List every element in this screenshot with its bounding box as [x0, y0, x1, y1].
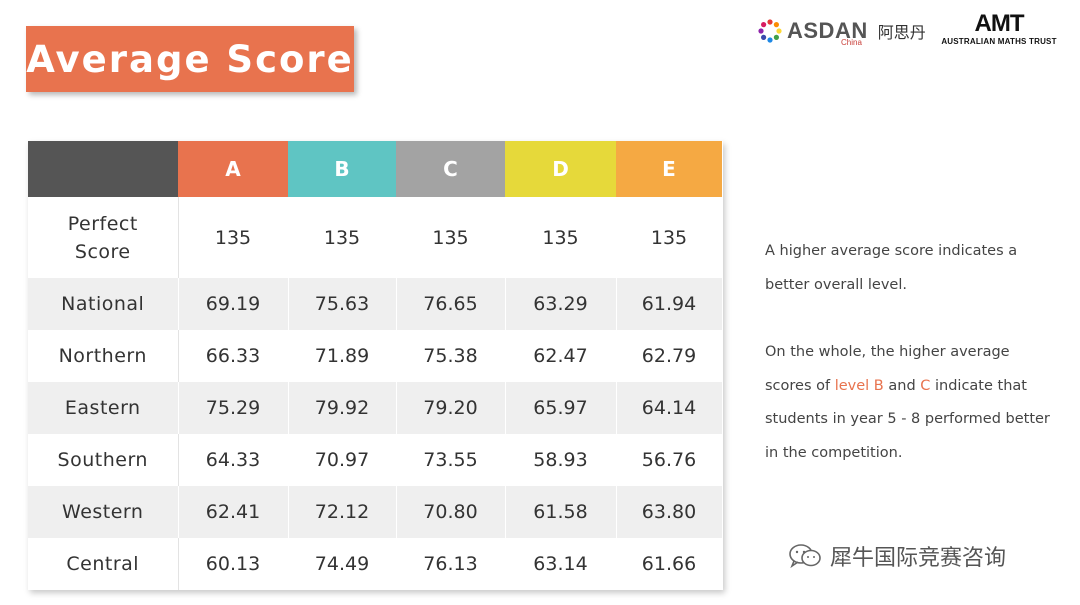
table-cell: 64.33	[178, 434, 289, 486]
asdan-wordmark: ASDAN	[787, 18, 868, 43]
table-row: National 69.19 75.63 76.65 63.29 61.94	[28, 278, 723, 330]
amt-logo: AMT AUSTRALIAN MATHS TRUST	[932, 10, 1066, 47]
pinwheel-icon	[758, 19, 782, 43]
table-cell: 79.20	[396, 382, 506, 434]
note-text: On the whole, the higher average scores …	[765, 344, 1010, 394]
average-score-table: A B C D E Perfect Score 135 135 135 135 …	[28, 141, 723, 590]
table-cell: 71.89	[288, 330, 397, 382]
table-cell: 69.19	[178, 278, 289, 330]
column-header-e: E	[616, 141, 722, 197]
note-text: indicate that students in year 5 - 8 per…	[765, 377, 1050, 461]
table-row: Northern 66.33 71.89 75.38 62.47 62.79	[28, 330, 723, 382]
table-cell: 63.80	[616, 486, 723, 538]
table-row: Eastern 75.29 79.92 79.20 65.97 64.14	[28, 382, 723, 434]
table-cell: 76.65	[396, 278, 506, 330]
column-header-c: C	[396, 141, 505, 197]
header-corner	[28, 141, 178, 197]
highlight-level-b: level B	[834, 377, 884, 394]
table-row: Southern 64.33 70.97 73.55 58.93 56.76	[28, 434, 723, 486]
table-cell: 73.55	[396, 434, 506, 486]
table-cell: 72.12	[288, 486, 397, 538]
watermark-text: 犀牛国际竞赛咨询	[830, 546, 1007, 571]
table-cell: 58.93	[505, 434, 617, 486]
wechat-icon	[789, 544, 821, 569]
table-cell: 62.79	[616, 330, 723, 382]
table-row: Perfect Score 135 135 135 135 135	[28, 197, 723, 278]
note-paragraph-1: A higher average score indicates a bette…	[765, 243, 1018, 293]
row-label: Northern	[28, 330, 179, 382]
amt-full-name: AUSTRALIAN MATHS TRUST	[941, 37, 1057, 46]
row-label: Perfect Score	[28, 197, 179, 278]
highlight-level-c: C	[920, 377, 931, 394]
row-label: Eastern	[28, 382, 179, 434]
column-header-b: B	[288, 141, 396, 197]
table-cell: 135	[616, 197, 723, 278]
asdan-sub: China	[841, 38, 862, 47]
table-header-row: A B C D E	[28, 141, 722, 197]
table-cell: 63.14	[505, 538, 617, 590]
table-cell: 135	[178, 197, 289, 278]
row-label: Southern	[28, 434, 179, 486]
table-cell: 79.92	[288, 382, 397, 434]
note-text: and	[883, 377, 921, 394]
table-cell: 75.38	[396, 330, 506, 382]
side-note: A higher average score indicates a bette…	[765, 235, 1055, 470]
table-cell: 62.41	[178, 486, 289, 538]
amt-mark: AMT	[974, 10, 1025, 37]
table-cell: 62.47	[505, 330, 617, 382]
asdan-logo: ASDAN China 阿思丹	[757, 14, 926, 48]
table-cell: 74.49	[288, 538, 397, 590]
table-cell: 135	[505, 197, 617, 278]
note-paragraph-2: On the whole, the higher average scores …	[765, 336, 1055, 470]
table-cell: 75.29	[178, 382, 289, 434]
watermark: 犀牛国际竞赛咨询	[788, 540, 1006, 572]
table-cell: 61.66	[616, 538, 723, 590]
table-cell: 76.13	[396, 538, 506, 590]
table-cell: 63.29	[505, 278, 617, 330]
table-cell: 66.33	[178, 330, 289, 382]
column-header-a: A	[178, 141, 288, 197]
row-label: National	[28, 278, 179, 330]
row-label: Central	[28, 538, 179, 590]
column-header-d: D	[505, 141, 616, 197]
asdan-chinese-name: 阿思丹	[877, 23, 926, 42]
table-cell: 61.58	[505, 486, 617, 538]
table-cell: 75.63	[288, 278, 397, 330]
table-cell: 64.14	[616, 382, 723, 434]
title-banner: Average Score	[26, 26, 354, 92]
row-label: Western	[28, 486, 179, 538]
table-cell: 70.97	[288, 434, 397, 486]
page-title: Average Score	[26, 37, 354, 81]
table-cell: 56.76	[616, 434, 723, 486]
table-cell: 61.94	[616, 278, 723, 330]
table-cell: 135	[396, 197, 506, 278]
table-row: Western 62.41 72.12 70.80 61.58 63.80	[28, 486, 723, 538]
table-row: Central 60.13 74.49 76.13 63.14 61.66	[28, 538, 723, 590]
table-cell: 70.80	[396, 486, 506, 538]
table-cell: 135	[288, 197, 397, 278]
table-cell: 60.13	[178, 538, 289, 590]
table-cell: 65.97	[505, 382, 617, 434]
